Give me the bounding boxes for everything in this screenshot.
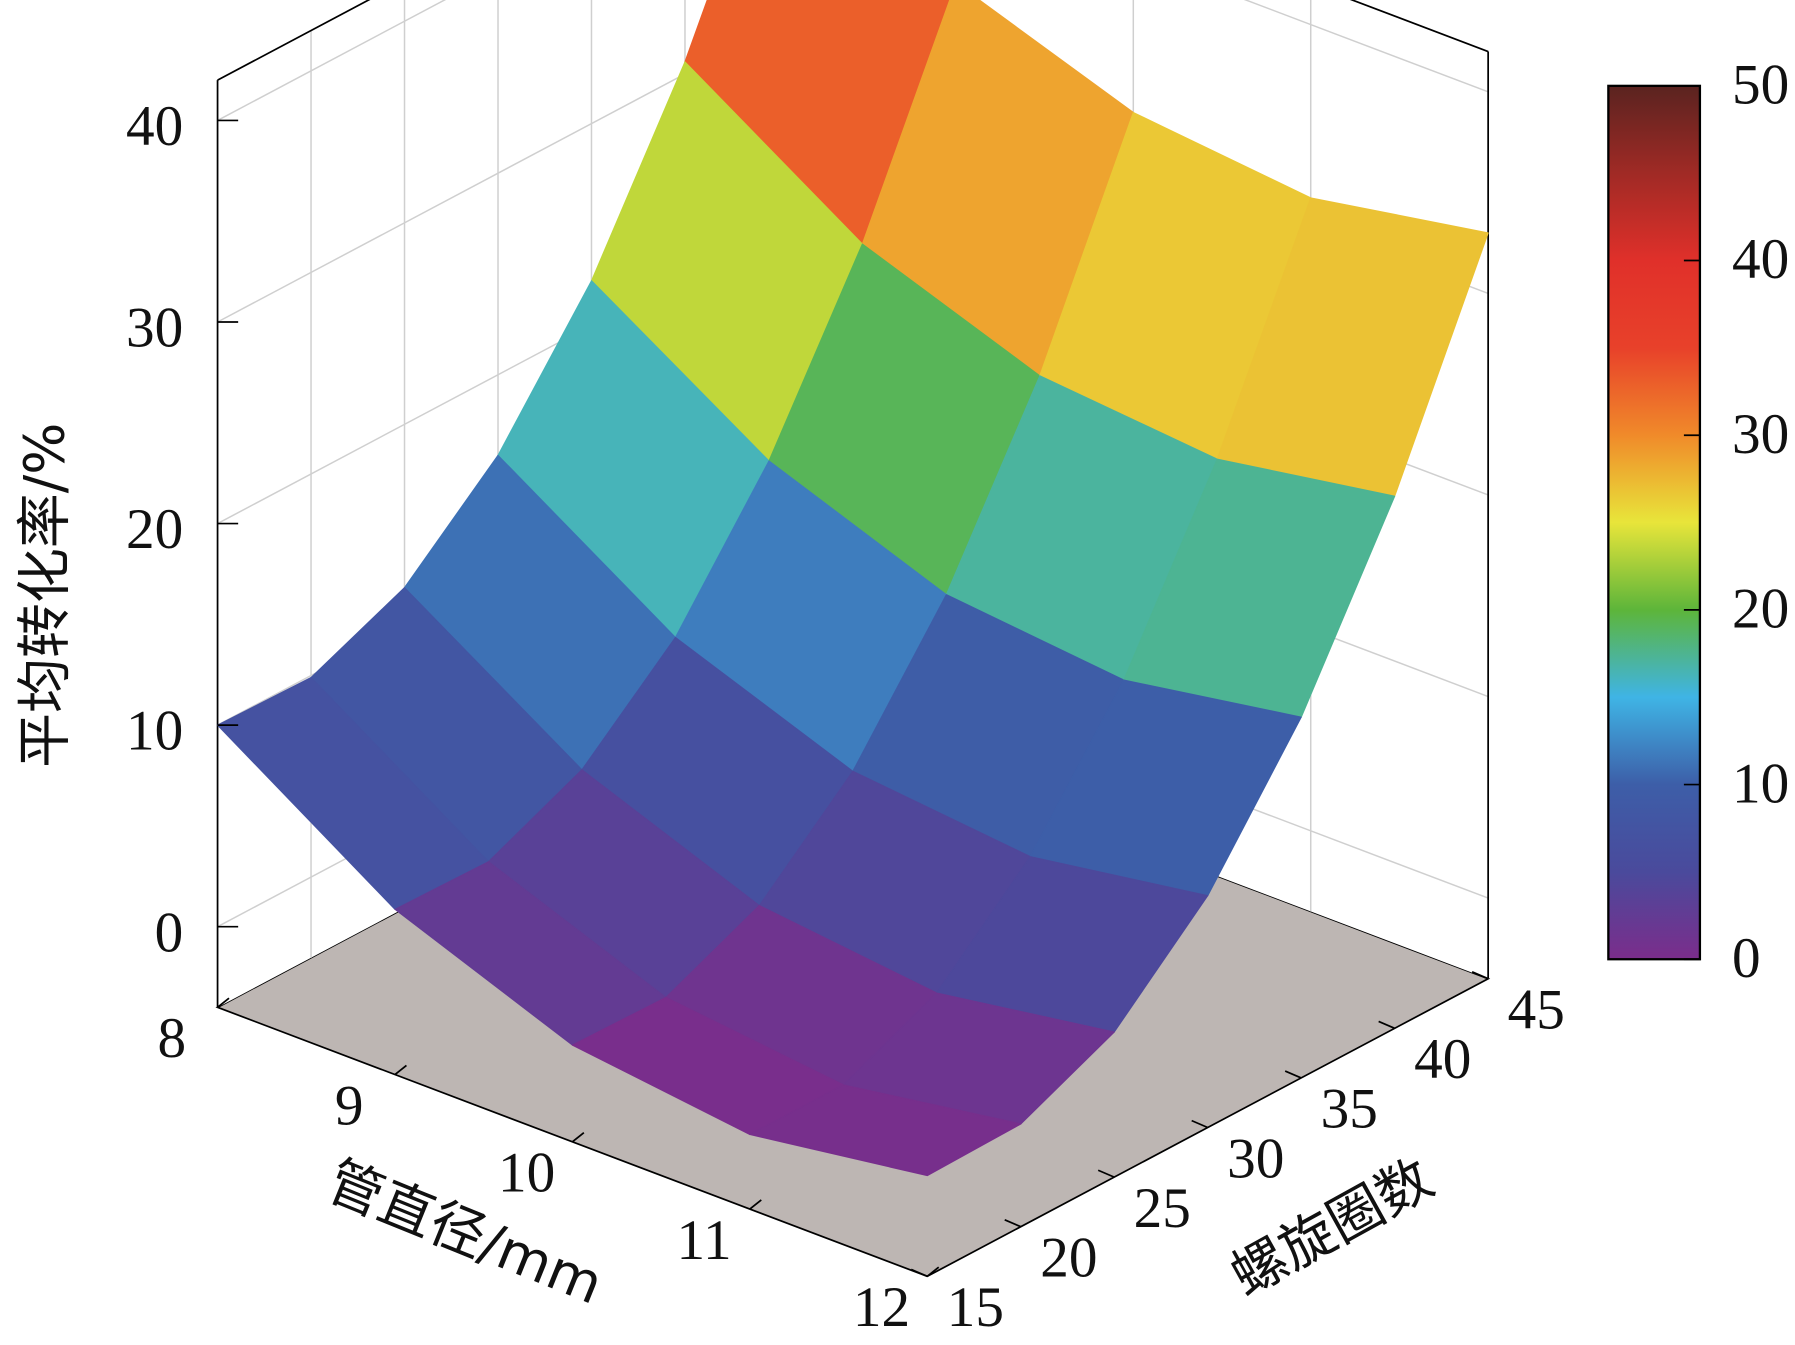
x-tick — [749, 1199, 762, 1210]
x-tick — [217, 997, 230, 1008]
y-tick — [1378, 1020, 1396, 1030]
y-tick-label: 20 — [1040, 1226, 1097, 1289]
y-tick-label: 40 — [1414, 1028, 1471, 1091]
x-tick-label: 10 — [498, 1142, 555, 1205]
colorbar-tick-label: 30 — [1732, 403, 1789, 466]
y-tick — [910, 1268, 928, 1278]
z-tick-label: 10 — [126, 700, 183, 763]
y-tick-label: 25 — [1134, 1177, 1191, 1240]
grid-line — [1243, 0, 1489, 93]
colorbar-tick-label: 50 — [1732, 54, 1789, 117]
y-tick — [1097, 1169, 1115, 1178]
y-tick — [1004, 1219, 1022, 1228]
colorbar-tick-label: 10 — [1732, 752, 1789, 815]
z-tick-label: 30 — [126, 297, 183, 360]
axes: 0 10 20 30 40 8 9 10 11 12 15 20 25 30 35 40 45 0 10 20 30 40… — [126, 54, 1789, 1340]
y-tick — [1191, 1119, 1209, 1129]
z-tick-label: 0 — [155, 901, 184, 964]
z-tick-label: 40 — [126, 95, 183, 158]
y-tick — [1471, 971, 1489, 980]
z-axis-label: 平均转化率/% — [12, 423, 76, 768]
x-tick — [926, 1266, 940, 1277]
x-tick — [394, 1064, 407, 1076]
y-tick-label: 35 — [1321, 1078, 1378, 1141]
box-edge — [217, 0, 371, 81]
x-tick-label: 8 — [157, 1007, 186, 1070]
y-tick-label: 15 — [947, 1276, 1004, 1339]
surface — [216, 0, 1489, 1177]
z-tick-label: 20 — [126, 498, 183, 561]
colorbar-tick-label: 40 — [1732, 228, 1789, 291]
x-axis-label: 管直径/mm — [319, 1149, 612, 1317]
y-tick — [1284, 1070, 1302, 1079]
x-tick-label: 12 — [853, 1276, 910, 1339]
surface-cell — [749, 1084, 1022, 1177]
y-tick-label: 45 — [1508, 978, 1565, 1041]
colorbar-tick-label: 0 — [1732, 927, 1761, 990]
colorbar — [1607, 84, 1702, 961]
x-tick-label: 11 — [676, 1209, 731, 1272]
x-tick — [571, 1131, 585, 1143]
colorbar-tick-label: 20 — [1732, 578, 1789, 641]
x-tick-label: 9 — [335, 1074, 364, 1137]
y-tick-label: 30 — [1227, 1127, 1284, 1190]
box-edge — [1349, 0, 1489, 53]
